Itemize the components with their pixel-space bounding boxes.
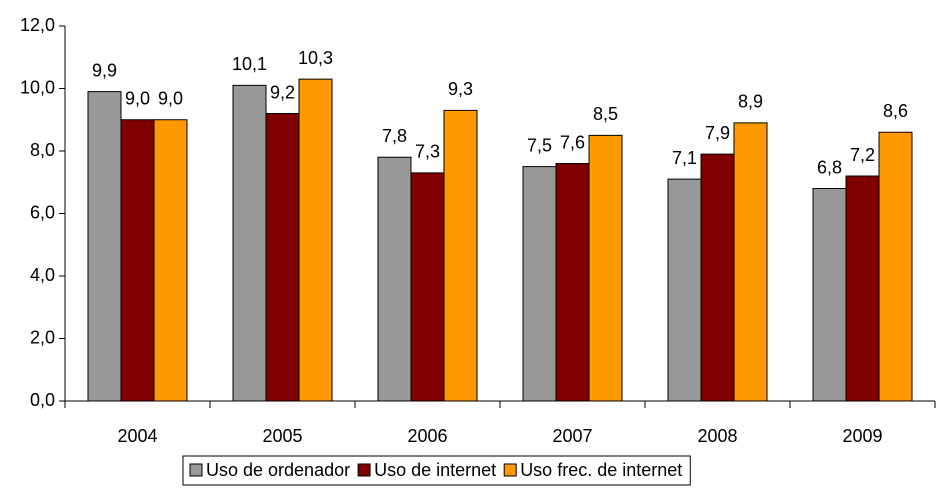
bar <box>812 188 847 402</box>
legend-swatch <box>189 463 203 477</box>
y-tick-label: 0,0 <box>30 390 55 410</box>
legend-label: Uso de ordenador <box>206 460 350 480</box>
y-tick-label: 6,0 <box>30 202 55 222</box>
value-label: 8,5 <box>593 104 618 124</box>
legend-label: Uso frec. de internet <box>520 460 682 480</box>
value-label: 7,2 <box>850 145 875 165</box>
value-label: 7,5 <box>527 135 552 155</box>
bar <box>588 134 623 402</box>
value-label: 9,0 <box>125 89 150 109</box>
value-label: 9,3 <box>448 79 473 99</box>
bar <box>410 172 445 402</box>
value-label: 8,9 <box>738 92 763 112</box>
x-tick-label: 2007 <box>552 426 592 446</box>
y-tick-label: 10,0 <box>20 77 55 97</box>
bar <box>153 119 188 402</box>
value-label: 7,3 <box>415 142 440 162</box>
bar <box>443 109 478 402</box>
value-label: 9,0 <box>158 89 183 109</box>
legend-swatch <box>503 463 517 477</box>
bar <box>555 163 590 402</box>
x-tick-label: 2008 <box>697 426 737 446</box>
x-tick-label: 2005 <box>262 426 302 446</box>
x-tick-label: 2009 <box>842 426 882 446</box>
legend-swatch <box>357 463 371 477</box>
y-tick-label: 12,0 <box>20 15 55 35</box>
bar <box>845 175 880 402</box>
bar <box>878 131 913 402</box>
value-label: 7,9 <box>705 123 730 143</box>
legend-box <box>182 455 691 486</box>
value-label: 7,1 <box>672 148 697 168</box>
bar <box>298 78 333 402</box>
bar <box>120 119 155 402</box>
bar <box>377 156 412 402</box>
y-tick-label: 2,0 <box>30 327 55 347</box>
value-label: 6,8 <box>817 157 842 177</box>
value-label: 9,2 <box>270 82 295 102</box>
bar <box>522 166 557 402</box>
value-label: 8,6 <box>883 101 908 121</box>
bar <box>232 84 267 402</box>
legend-label: Uso de internet <box>374 460 496 480</box>
y-tick-label: 4,0 <box>30 265 55 285</box>
value-label: 10,1 <box>232 54 267 74</box>
y-tick-label: 8,0 <box>30 140 55 160</box>
value-label: 7,6 <box>560 132 585 152</box>
value-label: 7,8 <box>382 126 407 146</box>
bar <box>700 153 735 402</box>
bar <box>265 113 300 402</box>
bar <box>667 178 702 402</box>
bar <box>87 91 122 402</box>
value-label: 9,9 <box>92 60 117 80</box>
x-tick-label: 2006 <box>407 426 447 446</box>
bar <box>733 122 768 402</box>
value-label: 10,3 <box>298 48 333 68</box>
x-tick-label: 2004 <box>117 426 157 446</box>
